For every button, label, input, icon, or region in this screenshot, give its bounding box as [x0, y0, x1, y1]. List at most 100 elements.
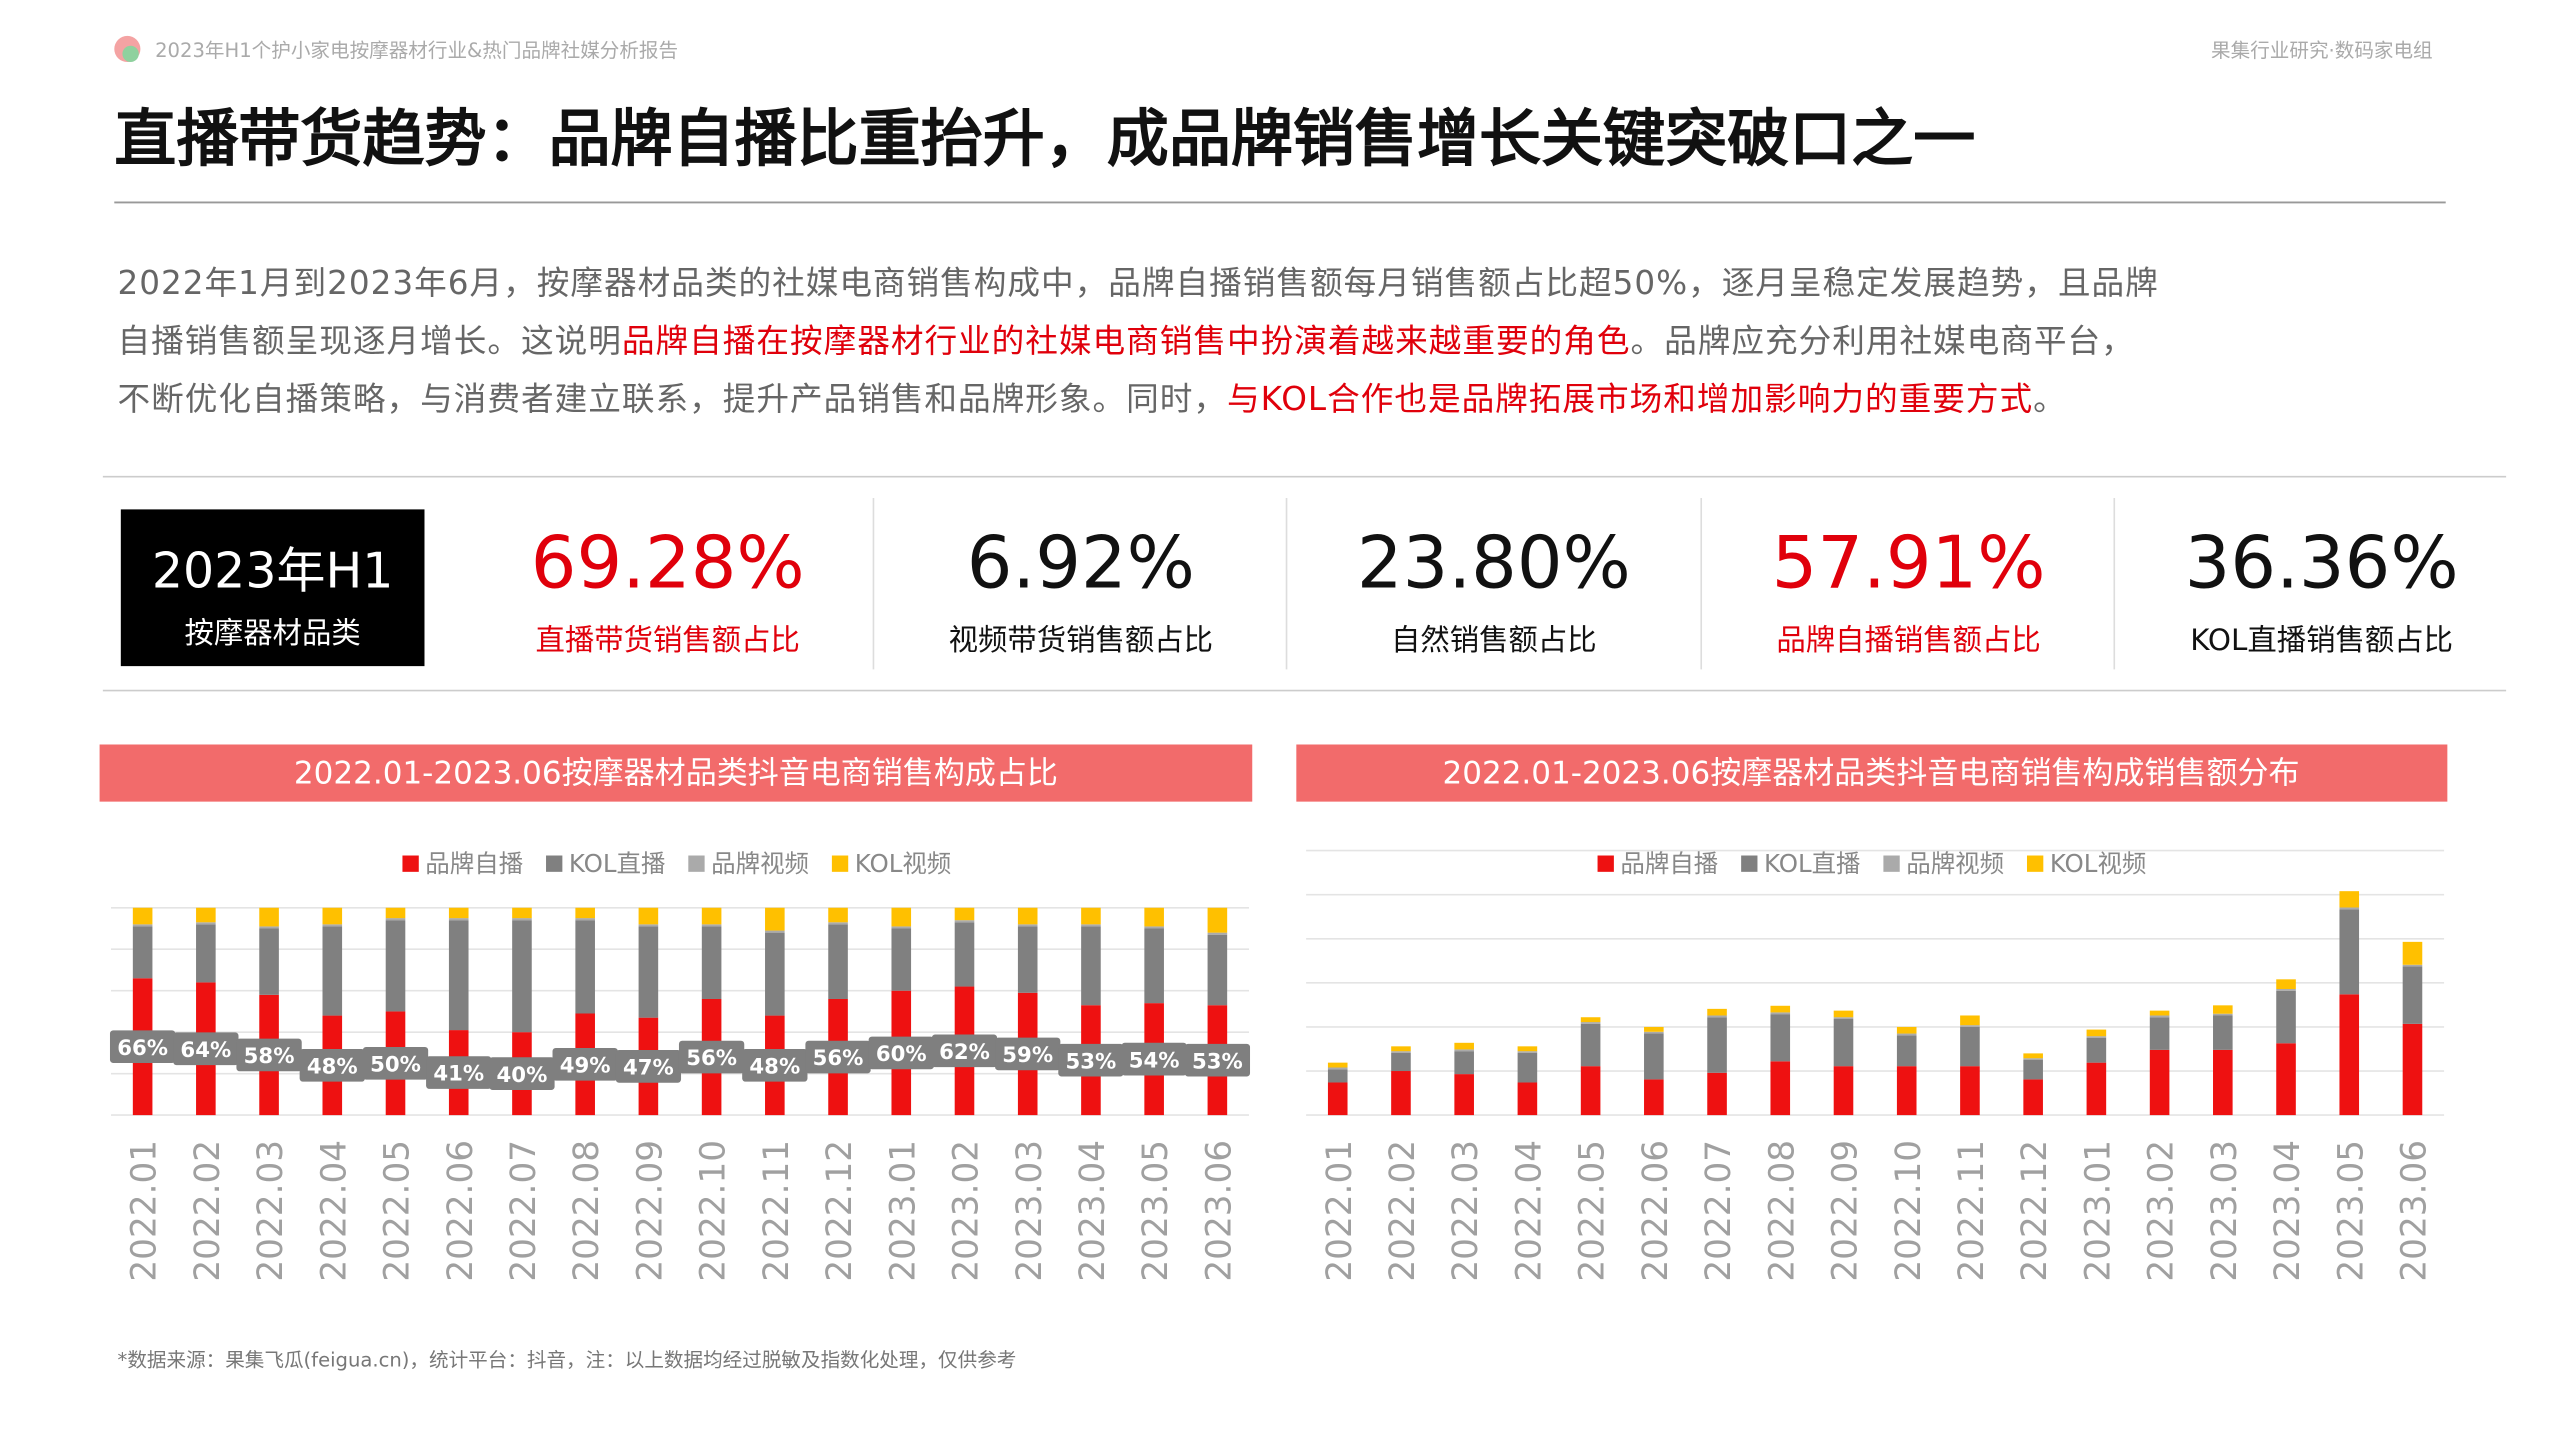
value-label-box: [426, 1056, 492, 1089]
x-tick-label: 2023.06: [2395, 1140, 2435, 1282]
value-label: 54%: [1129, 1048, 1180, 1073]
logo-dot: [122, 45, 139, 63]
legend-swatch: [1597, 855, 1614, 872]
x-tick-label: 2022.03: [251, 1140, 291, 1282]
badge-subtitle: 按摩器材品类: [185, 616, 361, 650]
value-label: 49%: [560, 1053, 611, 1078]
bar-segment: [765, 907, 785, 931]
bar-segment: [1833, 1066, 1854, 1116]
bar-segment: [2213, 1049, 2233, 1116]
x-tick-label: 2022.03: [1446, 1140, 1486, 1282]
bar-segment: [2023, 1058, 2043, 1060]
bar-segment: [1707, 1008, 1727, 1016]
bar-segment: [701, 926, 722, 999]
x-tick-label: 2022.05: [378, 1140, 418, 1282]
value-label: 60%: [876, 1042, 927, 1067]
value-label-box: [552, 1047, 618, 1081]
stat-label: 视频带货销售额占比: [949, 623, 1213, 657]
value-label-box: [173, 1032, 239, 1066]
value-label: 50%: [370, 1052, 421, 1077]
paragraph-segment: 2022年1月到2023年6月，按摩器材品类的社媒电商销售构成中，品牌自播销售额…: [118, 264, 2159, 302]
bar-segment: [2213, 1013, 2233, 1016]
value-label-box: [299, 1049, 365, 1082]
value-label-box: [995, 1037, 1061, 1071]
bar-segment: [828, 922, 848, 925]
bar-segment: [385, 918, 406, 921]
bar-segment: [2276, 989, 2296, 991]
bar-segment: [2339, 891, 2360, 908]
x-tick-label: 2023.04: [1073, 1140, 1113, 1282]
value-label: 64%: [180, 1038, 231, 1063]
bar-segment: [2402, 941, 2423, 965]
bar-segment: [2276, 990, 2296, 1044]
bar-segment: [322, 924, 343, 927]
value-label-box: [742, 1049, 808, 1082]
value-label-box: [868, 1036, 934, 1070]
value-label-box: [1058, 1043, 1124, 1077]
bar-segment: [1017, 924, 1038, 927]
stat-value: 23.80%: [1357, 521, 1631, 605]
value-label-box: [805, 1040, 871, 1074]
chart-title: 2022.01-2023.06按摩器材品类抖音电商销售构成销售额分布: [1443, 756, 2300, 792]
value-label-box: [931, 1034, 998, 1068]
bar-segment: [1580, 1017, 1601, 1023]
bar-segment: [385, 907, 406, 919]
bar-segment: [1017, 926, 1038, 993]
bar-segment: [448, 918, 469, 921]
bar-segment: [1081, 907, 1101, 925]
legend-swatch: [831, 855, 849, 872]
bar-segment: [322, 907, 343, 925]
bar-segment: [2213, 1005, 2233, 1014]
bar-segment: [2086, 1062, 2107, 1116]
header-right: 果集行业研究·数码家电组: [2211, 39, 2433, 62]
value-label-box: [1184, 1043, 1251, 1077]
bar-segment: [2149, 1010, 2170, 1016]
bar-segment: [2213, 1015, 2233, 1050]
x-tick-label: 2022.11: [1952, 1140, 1992, 1282]
x-tick-label: 2023.01: [883, 1140, 923, 1282]
bar-segment: [954, 907, 975, 921]
legend-swatch: [2026, 855, 2044, 872]
bar-segment: [1896, 1033, 1917, 1036]
x-tick-label: 2023.03: [2205, 1140, 2245, 1282]
x-tick-label: 2022.08: [1762, 1140, 1802, 1282]
bar-segment: [1707, 1017, 1727, 1073]
value-label: 53%: [1066, 1049, 1117, 1074]
legend-swatch: [402, 855, 419, 872]
legend-swatch: [1883, 855, 1900, 872]
bar-segment: [2086, 1037, 2107, 1063]
stat-label: 品牌自播销售额占比: [1776, 623, 2040, 657]
x-tick-label: 2022.09: [1826, 1140, 1866, 1282]
x-tick-label: 2022.06: [441, 1140, 481, 1282]
bar-segment: [765, 932, 785, 1016]
bar-segment: [2023, 1053, 2043, 1059]
legend-label: 品牌自播: [425, 849, 523, 878]
stat-label: KOL直播销售额占比: [2190, 623, 2453, 657]
x-tick-label: 2022.08: [567, 1140, 607, 1282]
bar-segment: [1770, 1014, 1791, 1062]
bar-segment: [1144, 907, 1164, 927]
bar-segment: [638, 924, 659, 927]
bar-segment: [2339, 994, 2360, 1116]
bar-segment: [575, 907, 595, 919]
bar-segment: [1454, 1051, 1474, 1075]
value-label: 59%: [1002, 1043, 1053, 1068]
x-tick-label: 2022.07: [504, 1140, 544, 1282]
bar-segment: [1770, 1005, 1791, 1013]
x-tick-label: 2022.07: [1699, 1140, 1739, 1282]
bar-segment: [2149, 1049, 2170, 1116]
stat-value: 69.28%: [531, 521, 805, 605]
bar-segment: [891, 928, 912, 991]
paragraph-segment: 与KOL合作也是品牌拓展市场和增加影响力的重要方式: [1227, 380, 2033, 418]
bar-segment: [1896, 1026, 1917, 1034]
value-label-box: [489, 1057, 555, 1090]
footer: *数据来源：果集飞瓜(feigua.cn)，统计平台：抖音，注：以上数据均经过脱…: [118, 1349, 1017, 1372]
x-tick-label: 2022.09: [630, 1140, 670, 1282]
bar-segment: [1770, 1012, 1791, 1015]
value-label-box: [109, 1030, 176, 1064]
value-label-box: [236, 1038, 302, 1072]
bar-segment: [828, 907, 848, 923]
bar-segment: [575, 918, 595, 921]
x-tick-label: 2022.11: [757, 1140, 797, 1282]
